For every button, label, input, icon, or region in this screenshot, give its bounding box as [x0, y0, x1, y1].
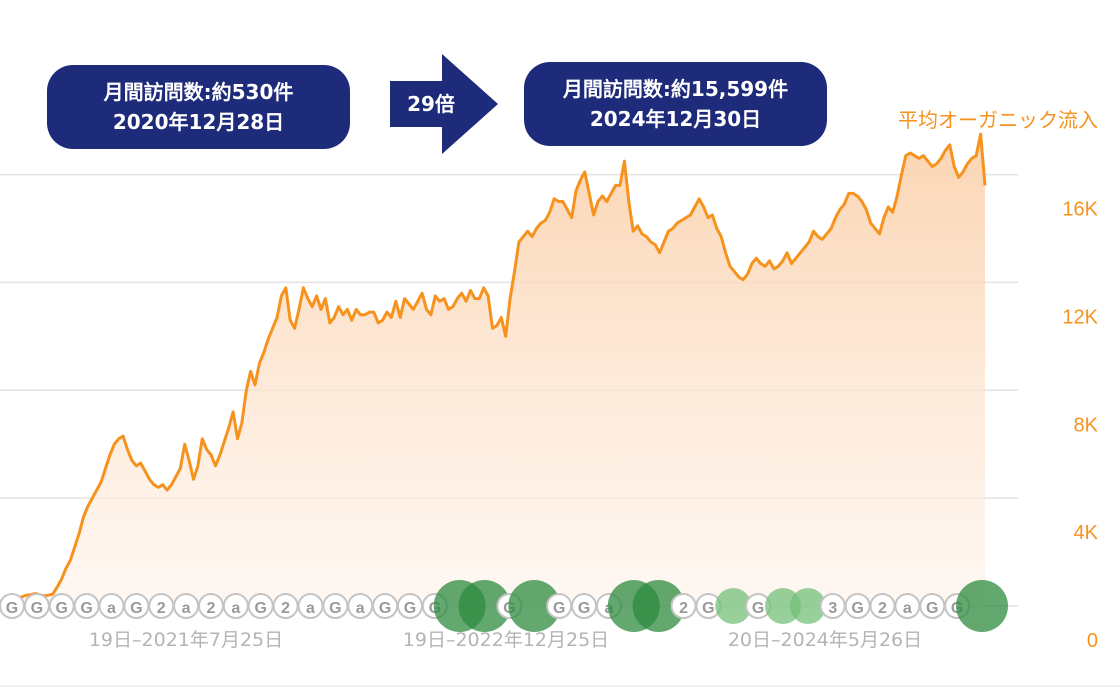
event-marker-label: G — [752, 600, 764, 617]
event-marker-label: 2 — [157, 600, 166, 617]
event-marker-label: 2 — [878, 600, 887, 617]
event-marker[interactable]: G — [372, 593, 399, 619]
event-marker[interactable]: G — [23, 593, 50, 619]
event-marker[interactable] — [508, 580, 561, 632]
event-marker[interactable] — [765, 588, 802, 624]
event-marker-label: G — [254, 600, 266, 617]
event-marker[interactable]: a — [297, 593, 324, 619]
event-marker-label: G — [926, 600, 938, 617]
y-tick-label: 0 — [1087, 630, 1098, 652]
start-date-label: 2020年12月28日 — [112, 110, 285, 134]
event-marker[interactable]: G — [123, 593, 150, 619]
event-marker[interactable]: a — [222, 593, 249, 619]
event-marker[interactable]: G — [73, 593, 100, 619]
event-marker-label: G — [702, 600, 714, 617]
end-value-callout: 月間訪問数:約15,599件 2024年12月30日 — [524, 62, 827, 146]
event-marker[interactable] — [458, 580, 511, 632]
event-marker[interactable]: G — [396, 593, 423, 619]
end-date-label: 2024年12月30日 — [589, 107, 762, 131]
event-marker-label: 2 — [281, 600, 290, 617]
event-marker[interactable]: G — [48, 593, 75, 619]
event-marker-circle — [458, 580, 511, 632]
event-marker[interactable]: 2 — [869, 593, 896, 619]
event-marker-label: G — [379, 600, 391, 617]
event-marker[interactable]: a — [98, 593, 125, 619]
event-marker-label: a — [107, 600, 116, 617]
x-tick-label: 19日–2021年7月25日 — [89, 629, 283, 651]
event-marker[interactable]: G — [919, 593, 946, 619]
x-tick-label: 20日–2024年5月26日 — [728, 629, 922, 651]
event-marker-label: a — [231, 600, 240, 617]
end-visits-label: 月間訪問数:約15,599件 — [562, 77, 789, 101]
y-tick-label: 4K — [1074, 522, 1099, 544]
event-marker[interactable]: a — [894, 593, 921, 619]
event-marker[interactable]: G — [0, 593, 25, 619]
event-marker-label: G — [56, 600, 68, 617]
start-visits-label: 月間訪問数:約530件 — [103, 80, 294, 104]
event-marker-circle — [789, 588, 826, 624]
event-marker-circle — [765, 588, 802, 624]
traffic-area-fill — [0, 134, 985, 606]
event-marker[interactable]: G — [695, 593, 722, 619]
event-marker[interactable]: a — [347, 593, 374, 619]
event-marker[interactable]: 2 — [272, 593, 299, 619]
event-marker[interactable] — [632, 580, 685, 632]
event-marker[interactable]: G — [571, 593, 598, 619]
event-marker[interactable] — [715, 588, 752, 624]
event-marker-label: a — [903, 600, 912, 617]
event-marker-label: G — [31, 600, 43, 617]
y-axis-ticks: 0 4K 8K 12K 16K — [1062, 199, 1098, 652]
y-tick-label: 16K — [1062, 199, 1098, 221]
series-legend-label: 平均オーガニック流入 — [898, 108, 1098, 132]
event-marker-circle — [956, 580, 1008, 632]
event-marker-label: 2 — [207, 600, 216, 617]
event-marker-label: G — [80, 600, 92, 617]
event-marker-label: a — [356, 600, 365, 617]
event-marker[interactable]: 2 — [670, 593, 697, 619]
growth-multiplier: 29倍 — [407, 92, 455, 116]
y-tick-label: 12K — [1062, 306, 1098, 328]
y-tick-label: 8K — [1074, 414, 1099, 436]
growth-arrow-icon — [390, 54, 498, 154]
event-marker[interactable]: 3 — [819, 593, 846, 619]
event-marker[interactable]: 2 — [197, 593, 224, 619]
event-marker[interactable] — [956, 580, 1008, 632]
event-marker[interactable]: G — [247, 593, 274, 619]
event-marker-label: 3 — [828, 600, 837, 617]
event-marker-label: a — [306, 600, 315, 617]
traffic-series-line — [0, 132, 987, 604]
event-marker[interactable]: G — [844, 593, 871, 619]
event-marker-label: G — [130, 600, 142, 617]
x-tick-label: 19日–2022年12月25日 — [403, 629, 609, 651]
event-marker[interactable]: G — [322, 593, 349, 619]
event-marker-label: G — [6, 600, 18, 617]
event-marker[interactable]: 2 — [148, 593, 175, 619]
event-marker-label: G — [578, 600, 590, 617]
event-marker[interactable]: G — [546, 593, 573, 619]
event-marker-label: G — [553, 600, 565, 617]
event-marker-circle — [715, 588, 752, 624]
event-marker-label: G — [851, 600, 863, 617]
event-markers: GGGGaG2a2aG2aGaGGGGGGa2GG3G2aGG — [0, 580, 1008, 632]
x-axis-ticks: 19日–2021年7月25日 19日–2022年12月25日 20日–2024年5月… — [89, 629, 922, 651]
event-marker[interactable] — [789, 588, 826, 624]
event-marker[interactable]: G — [745, 593, 772, 619]
event-marker-label: 2 — [679, 600, 688, 617]
event-marker-circle — [508, 580, 561, 632]
start-value-callout: 月間訪問数:約530件 2020年12月28日 — [47, 65, 350, 149]
event-marker-label: G — [404, 600, 416, 617]
event-marker-circle — [632, 580, 685, 632]
event-marker-label: G — [329, 600, 341, 617]
event-marker-label: a — [182, 600, 191, 617]
event-marker[interactable]: a — [173, 593, 200, 619]
